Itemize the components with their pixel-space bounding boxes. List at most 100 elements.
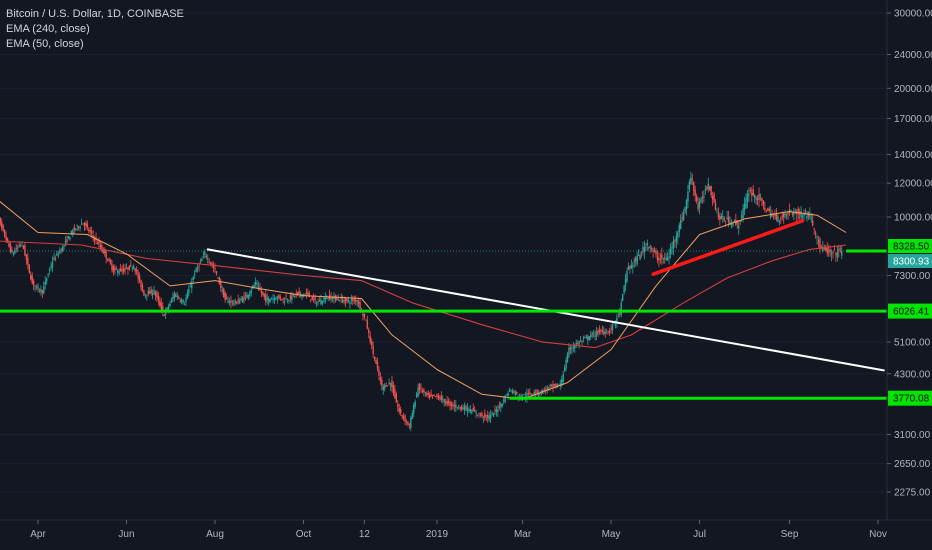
candle-body bbox=[131, 268, 134, 269]
candle-body bbox=[468, 409, 470, 412]
candle-body bbox=[751, 192, 753, 196]
candle-body bbox=[616, 317, 618, 323]
candle-body bbox=[746, 193, 749, 202]
candle-body bbox=[675, 236, 678, 242]
candle-body bbox=[465, 405, 467, 410]
candle-body bbox=[336, 298, 338, 300]
candle-body bbox=[34, 285, 36, 287]
candle-body bbox=[601, 330, 604, 332]
candle-body bbox=[709, 186, 711, 190]
candle-body bbox=[646, 242, 649, 246]
candle-body bbox=[395, 394, 398, 403]
candle-body bbox=[508, 389, 511, 391]
candle-body bbox=[415, 393, 418, 398]
candle-body bbox=[707, 183, 709, 189]
candle-body bbox=[14, 250, 16, 254]
x-tick-label: Aug bbox=[206, 529, 224, 540]
candle-body bbox=[801, 216, 804, 218]
candle-body bbox=[327, 296, 329, 299]
candle-body bbox=[704, 189, 707, 191]
candle-body bbox=[571, 348, 573, 350]
candle-body bbox=[180, 299, 183, 302]
candle-body bbox=[674, 240, 676, 242]
candle-body bbox=[111, 264, 113, 270]
candle-body bbox=[584, 337, 586, 339]
legend-ema-50: EMA (50, close) bbox=[6, 38, 84, 50]
candle-body bbox=[426, 392, 428, 395]
candle-body bbox=[681, 217, 683, 219]
candle-body bbox=[488, 416, 490, 420]
candle-body bbox=[359, 301, 361, 309]
candle-body bbox=[623, 285, 625, 294]
candle-body bbox=[321, 300, 324, 304]
candle-body bbox=[178, 297, 180, 299]
candle-body bbox=[114, 267, 116, 271]
candle-body bbox=[738, 225, 740, 229]
candle-body bbox=[736, 221, 738, 224]
candle-body bbox=[308, 292, 310, 298]
candle-body bbox=[66, 239, 68, 242]
candle-body bbox=[420, 387, 422, 389]
candle-body bbox=[90, 231, 93, 234]
candle-body bbox=[164, 310, 167, 315]
candle-body bbox=[826, 248, 828, 254]
candle-body bbox=[294, 295, 296, 297]
candle-body bbox=[127, 267, 129, 270]
candle-body bbox=[787, 211, 789, 214]
y-tick-label: 14000.00 bbox=[894, 150, 932, 161]
candle-body bbox=[768, 208, 770, 212]
candle-body bbox=[63, 245, 65, 247]
tag-8300: 8300.93 bbox=[893, 256, 930, 267]
candle-body bbox=[315, 303, 318, 305]
candle-body bbox=[462, 408, 464, 409]
candle-body bbox=[471, 410, 473, 414]
candle-body bbox=[341, 299, 344, 303]
candle-body bbox=[384, 384, 386, 389]
candle-body bbox=[191, 282, 193, 289]
y-tick-label: 20000.00 bbox=[894, 84, 932, 95]
candle-body bbox=[742, 208, 744, 219]
candle-body bbox=[159, 300, 161, 306]
candle-body bbox=[122, 268, 125, 273]
candle-body bbox=[279, 296, 281, 300]
candle-body bbox=[189, 286, 192, 288]
candle-body bbox=[343, 300, 345, 302]
candle-body bbox=[270, 298, 273, 300]
candle-body bbox=[711, 196, 714, 200]
candle-body bbox=[43, 286, 45, 294]
candle-body bbox=[687, 191, 689, 202]
candle-body bbox=[11, 249, 13, 253]
candle-body bbox=[449, 401, 451, 406]
candle-body bbox=[312, 297, 315, 299]
candle-body bbox=[75, 228, 77, 231]
candle-body bbox=[498, 406, 501, 408]
candle-body bbox=[748, 193, 750, 196]
candle-body bbox=[392, 385, 395, 394]
candle-body bbox=[472, 408, 474, 412]
candle-body bbox=[346, 298, 348, 301]
candle-body bbox=[418, 384, 421, 390]
candle-body bbox=[627, 266, 630, 270]
candle-body bbox=[166, 307, 168, 310]
candle-body bbox=[791, 212, 794, 215]
candle-body bbox=[193, 274, 196, 276]
candle-body bbox=[195, 268, 197, 273]
candle-body bbox=[215, 271, 218, 275]
candle-body bbox=[88, 229, 90, 231]
candle-body bbox=[540, 389, 543, 392]
candle-body bbox=[626, 270, 628, 282]
candle-body bbox=[276, 296, 279, 299]
candle-body bbox=[389, 383, 392, 387]
candle-body bbox=[559, 383, 561, 386]
candle-body bbox=[291, 295, 293, 300]
candle-body bbox=[526, 393, 528, 398]
candle-body bbox=[778, 221, 781, 223]
candle-body bbox=[430, 394, 432, 396]
candle-body bbox=[460, 406, 463, 410]
candle-body bbox=[79, 226, 81, 229]
candle-body bbox=[796, 212, 798, 215]
candle-body bbox=[566, 353, 569, 362]
candle-body bbox=[563, 367, 566, 372]
candle-body bbox=[434, 396, 437, 398]
